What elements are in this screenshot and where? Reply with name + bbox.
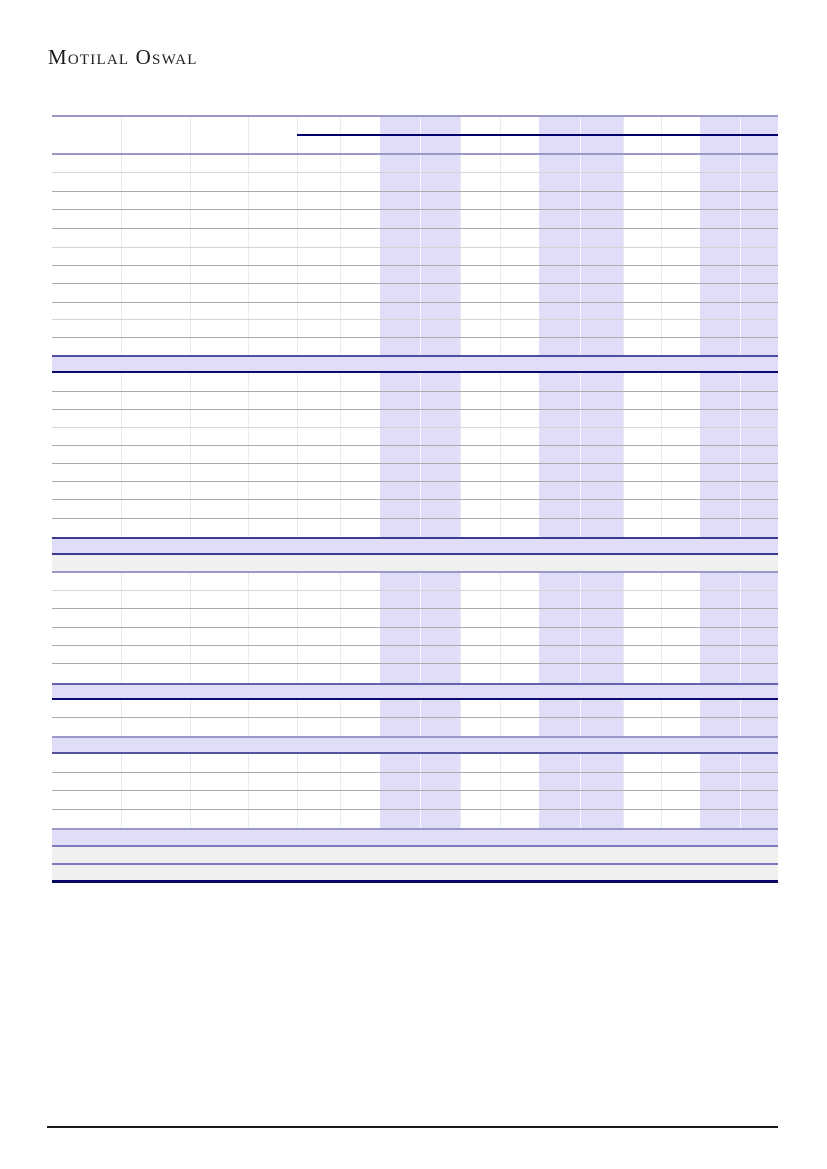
financials-table xyxy=(52,115,778,883)
table-row xyxy=(52,628,778,646)
table-row xyxy=(52,482,778,500)
table-row xyxy=(52,500,778,519)
table-row xyxy=(52,338,778,355)
column-band-split xyxy=(420,117,421,828)
column-guide xyxy=(297,117,298,828)
section-total-row xyxy=(52,828,778,847)
column-guide xyxy=(460,117,461,828)
table-row xyxy=(52,410,778,428)
table-row xyxy=(52,519,778,537)
column-guide xyxy=(623,117,624,828)
summary-row xyxy=(52,847,778,865)
table-row xyxy=(52,791,778,810)
table-row xyxy=(52,155,778,173)
column-guide xyxy=(121,117,122,828)
table-row xyxy=(52,428,778,446)
column-band-split xyxy=(740,117,741,828)
table-row xyxy=(52,810,778,828)
table-row xyxy=(52,392,778,410)
table-row xyxy=(52,646,778,664)
footer-rule xyxy=(47,1126,778,1128)
table-row xyxy=(52,573,778,591)
column-guide xyxy=(661,117,662,828)
table-row xyxy=(52,303,778,320)
table-row xyxy=(52,446,778,464)
table-row xyxy=(52,591,778,609)
table-row xyxy=(52,373,778,392)
summary-row xyxy=(52,865,778,883)
shaded-column-band xyxy=(539,117,623,828)
column-guide xyxy=(500,117,501,828)
table-row xyxy=(52,754,778,773)
table-row xyxy=(52,248,778,266)
table-row xyxy=(52,192,778,210)
summary-row xyxy=(52,555,778,573)
table-row xyxy=(52,229,778,248)
section-total-row xyxy=(52,736,778,754)
section-total-row xyxy=(52,537,778,555)
column-guide xyxy=(248,117,249,828)
table-row xyxy=(52,664,778,683)
table-row xyxy=(52,320,778,338)
table-row xyxy=(52,718,778,736)
table-header-row xyxy=(52,117,778,136)
header-partial-underline xyxy=(297,134,778,136)
table-row xyxy=(52,173,778,192)
section-total-row xyxy=(52,683,778,700)
table-row xyxy=(52,773,778,791)
column-guide xyxy=(340,117,341,828)
section-total-row xyxy=(52,355,778,373)
table-row xyxy=(52,284,778,303)
column-guide xyxy=(190,117,191,828)
brand-logo: Motilal Oswal xyxy=(48,45,198,69)
table-row xyxy=(52,210,778,229)
shaded-column-band xyxy=(700,117,778,828)
table-row xyxy=(52,464,778,482)
table-row xyxy=(52,609,778,628)
column-band-split xyxy=(580,117,581,828)
table-row xyxy=(52,700,778,718)
table-header-row xyxy=(52,136,778,155)
table-row xyxy=(52,266,778,284)
